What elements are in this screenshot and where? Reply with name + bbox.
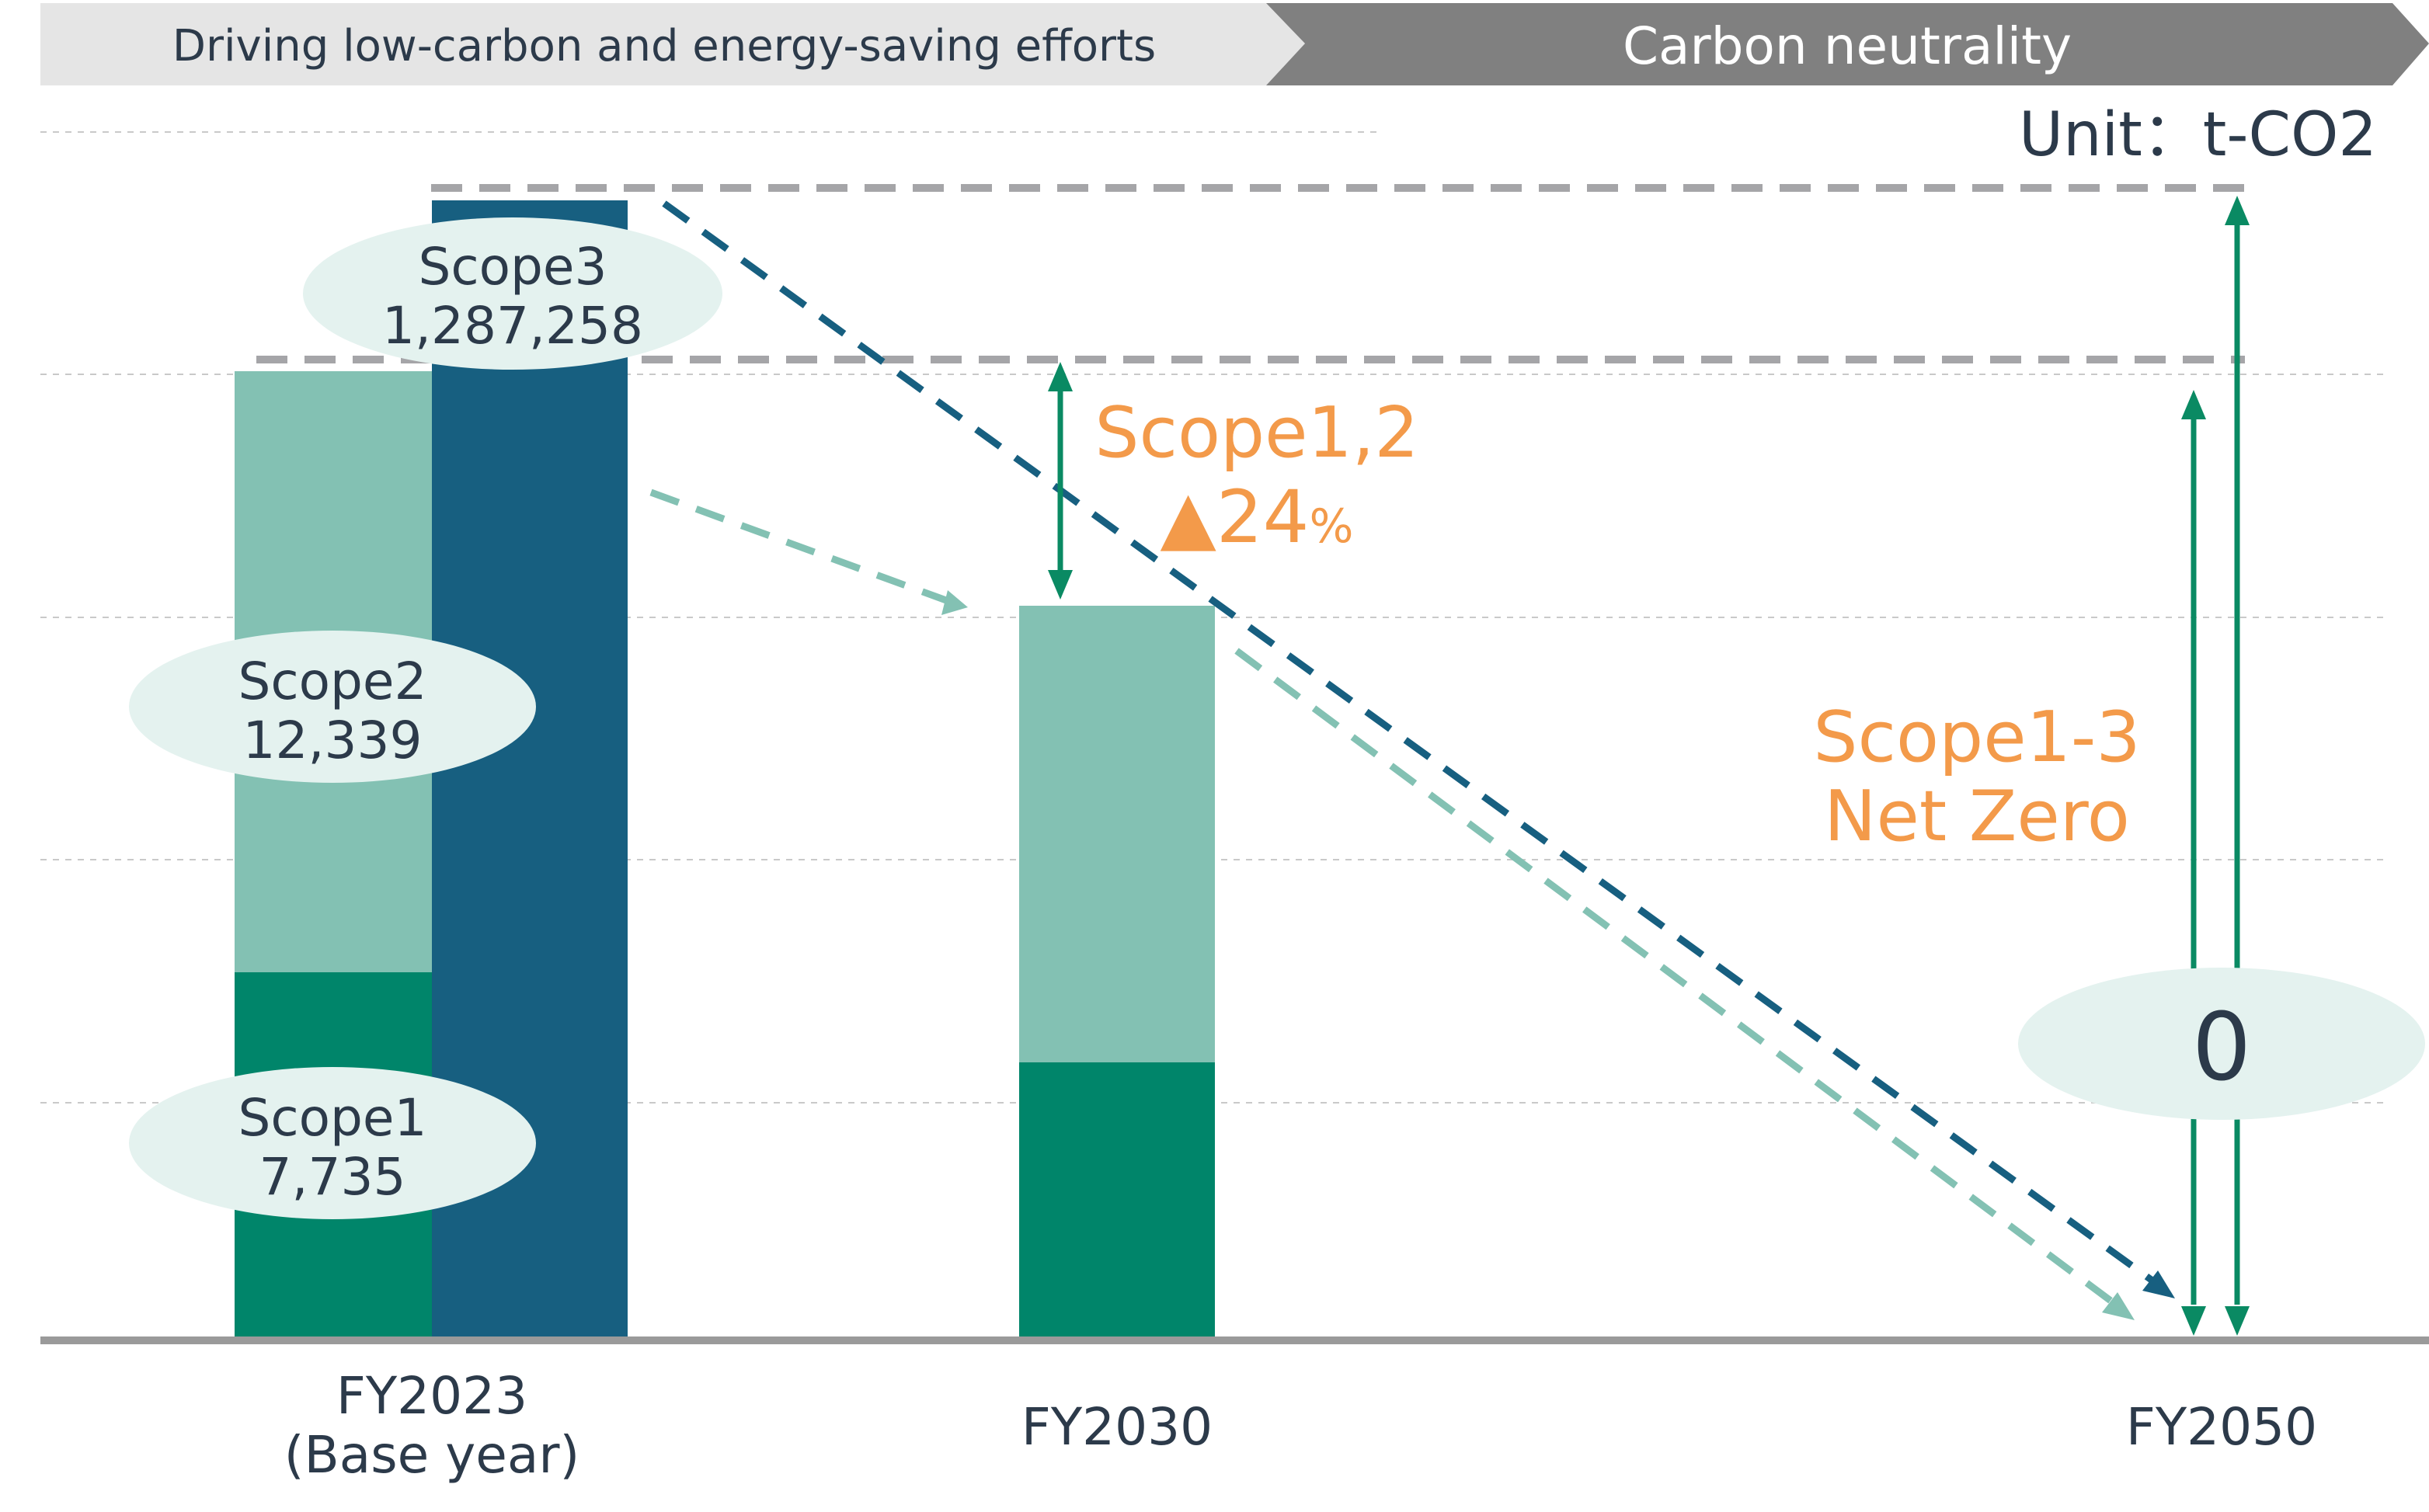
x-tick-label: FY2050 (2126, 1397, 2317, 1457)
header-band: Driving low-carbon and energy-saving eff… (40, 3, 2429, 85)
netzero-annotation-line1: Scope1-3 (1813, 697, 2140, 778)
scope12-trend-line-a (649, 488, 948, 604)
bubble-scope2-label: Scope2 (238, 652, 426, 711)
netzero-arrow-scope3-bottom-head (2225, 1306, 2250, 1336)
bar-fy2030-scope1 (1019, 1062, 1215, 1337)
scope12-reduction-arrow (1048, 362, 1073, 600)
x-tick-label-line: (Base year) (284, 1425, 579, 1485)
bubble-scope1-label: Scope1 (238, 1088, 426, 1148)
bubble-scope3-shape (303, 217, 722, 370)
unit-label: Unit：t-CO2 (2019, 100, 2377, 170)
scope12-reduction-value: ▲24% (1161, 475, 1354, 560)
reduction-arrow-top-head (1048, 362, 1073, 391)
netzero-arrow-scope12-bottom-head (2181, 1306, 2206, 1336)
scope12-trend-line-b (1234, 648, 2115, 1305)
bubble-zero: 0 (2018, 968, 2425, 1120)
netzero-annotation-line2: Net Zero (1824, 776, 2130, 857)
bubble-scope2: Scope2 12,339 (129, 631, 536, 783)
bubble-scope1-value: 7,735 (259, 1147, 406, 1207)
x-tick-label-line: FY2030 (1021, 1397, 1213, 1457)
zero-value: 0 (2192, 994, 2251, 1102)
scope12-reduction-number: ▲24 (1161, 475, 1310, 560)
scope12-reduction-percent: % (1309, 499, 1353, 554)
scope12-trend-arrowhead-b (2102, 1292, 2135, 1320)
netzero-arrow-scope12-top-head (2181, 390, 2206, 419)
scope3-trend-arrowhead (2142, 1270, 2175, 1298)
netzero-arrow-scope3-top-head (2225, 196, 2250, 225)
x-axis-tick-labels: FY2023 (Base year) FY2030 FY2050 (284, 1366, 2317, 1485)
x-tick-label: FY2030 (1021, 1397, 1213, 1457)
x-tick-label-line: FY2050 (2126, 1397, 2317, 1457)
bubble-scope2-shape (129, 631, 536, 783)
bubble-zero-shape (2018, 968, 2425, 1120)
bubble-scope3: Scope3 1,287,258 (303, 217, 722, 370)
trend-lines (649, 200, 2175, 1320)
bubble-scope2-value: 12,339 (243, 711, 423, 770)
scope3-trend-line (662, 200, 2158, 1286)
header-left-label: Driving low-carbon and energy-saving eff… (172, 21, 1156, 71)
x-tick-label: FY2023 (Base year) (284, 1366, 579, 1485)
bubble-scope1-shape (129, 1067, 536, 1219)
bar-fy2030-scope2 (1019, 606, 1215, 1062)
header-left-segment (40, 3, 1305, 85)
bubble-scope3-value: 1,287,258 (382, 296, 643, 356)
reduction-arrow-bottom-head (1048, 570, 1073, 600)
scope12-trend-arrowhead-a (941, 590, 968, 615)
netzero-arrows (2181, 196, 2250, 1336)
bubble-scope1: Scope1 7,735 (129, 1067, 536, 1219)
header-right-label: Carbon neutrality (1623, 16, 2072, 76)
x-tick-label-line: FY2023 (336, 1366, 527, 1426)
bubble-scope3-label: Scope3 (418, 237, 607, 297)
header-right-segment (1266, 3, 2429, 85)
scope12-annotation-title: Scope1,2 (1094, 392, 1418, 474)
